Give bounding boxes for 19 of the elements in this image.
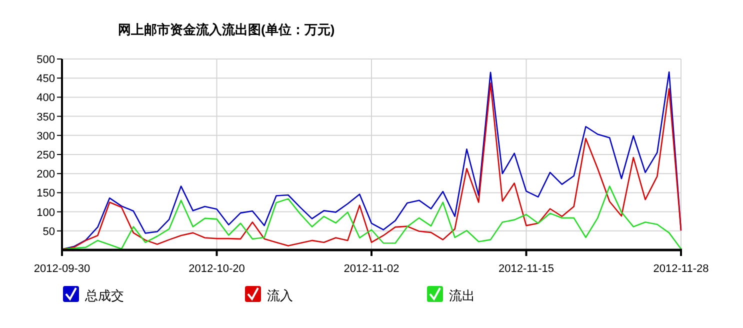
y-tick-label: 200 bbox=[36, 168, 55, 181]
y-tick-label: 50 bbox=[42, 226, 55, 238]
x-tick-label: 2012-11-02 bbox=[344, 263, 400, 275]
y-tick-label: 400 bbox=[36, 92, 55, 104]
y-tick-label: 100 bbox=[36, 206, 55, 219]
y-tick-label: 300 bbox=[36, 130, 55, 142]
legend-label: 流出 bbox=[449, 288, 475, 303]
y-tick-label: 250 bbox=[36, 150, 55, 162]
legend-label: 总成交 bbox=[84, 288, 124, 303]
x-tick-label: 2012-09-30 bbox=[34, 263, 90, 275]
y-tick-label: 450 bbox=[36, 73, 55, 86]
x-tick-label: 2012-10-20 bbox=[188, 263, 245, 275]
y-tick-label: 150 bbox=[36, 188, 55, 200]
x-tick-label: 2012-11-28 bbox=[653, 263, 709, 275]
y-tick-label: 500 bbox=[36, 54, 55, 66]
chart-title: 网上邮市资金流入流出图(单位：万元) bbox=[118, 22, 335, 37]
legend-label: 流入 bbox=[267, 288, 293, 303]
y-tick-label: 350 bbox=[36, 111, 55, 124]
x-tick-label: 2012-11-15 bbox=[498, 263, 554, 275]
